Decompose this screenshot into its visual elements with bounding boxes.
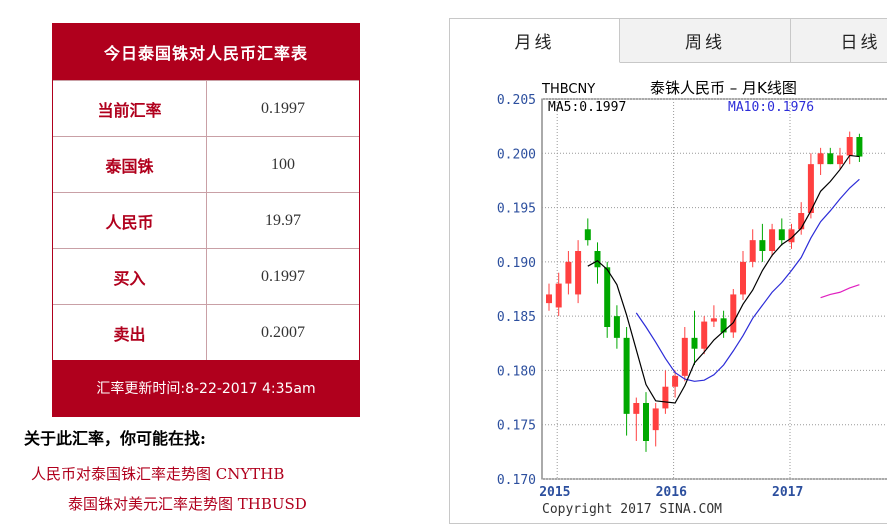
candle-body [759,240,766,251]
rate-row-value: 100 [271,155,295,173]
y-tick-label: 0.170 [497,473,536,488]
candle-body [565,261,572,284]
rate-row-cny: 人民币 19.97 [53,192,359,248]
candle-body [720,318,727,333]
candle-body [778,229,785,241]
rate-row-label: 人民币 [53,193,207,248]
candle-body [691,337,698,349]
candle-body [546,294,552,304]
related-link-thbusd[interactable]: 泰国铢对美元汇率走势图 THBUSD [68,495,307,513]
ma10-line [635,178,860,382]
rate-row-thb: 泰国铢 100 [53,136,359,192]
candle-body [681,337,688,376]
related-title: 关于此汇率，你可能在找: [24,429,206,448]
candle-body [856,137,863,157]
rate-update-time: 汇率更新时间:8-22-2017 4:35am [53,360,359,416]
candle-body [604,267,611,327]
y-tick-label: 0.180 [497,364,536,379]
y-tick-label: 0.195 [497,202,536,217]
candle-body [555,283,562,308]
chart-symbol: THBCNY [541,82,595,97]
rate-row-value: 0.1997 [261,267,305,285]
candle-body [710,318,717,322]
rate-row-label: 买入 [53,249,207,304]
ma5-line [587,154,860,404]
chart-title: 泰铢人民币 – 月K线图 [650,79,797,97]
period-tabs: 月线 周线 日线 [450,19,887,64]
candle-body [827,153,834,165]
ma20-line [820,284,860,299]
candle-body [730,294,737,333]
y-tick-label: 0.200 [497,147,536,162]
y-tick-label: 0.185 [497,310,536,325]
candle-body [749,240,756,262]
candle-body [769,229,776,251]
y-tick-label: 0.175 [497,419,536,434]
candle-body [740,261,746,295]
candle-body [643,403,649,441]
candle-body [672,375,679,387]
rate-table-title: 今日泰国铢对人民币汇率表 [53,24,359,80]
rate-row-buy: 买入 0.1997 [53,248,359,304]
related-link-cnythb[interactable]: 人民币对泰国铢汇率走势图 CNYTHB [31,465,285,483]
rate-row-label: 当前汇率 [53,81,207,136]
tab-monthly[interactable]: 月线 [450,19,620,63]
ma5-label: MA5:0.1997 [548,100,626,115]
candle-body [584,229,591,241]
y-tick-label: 0.205 [497,93,536,108]
candle-body [633,403,640,414]
candle-body [575,251,582,295]
chart-panel: 月线 周线 日线 0.205 0.200 0.195 0.190 0.185 0.180 0… [449,18,887,524]
rate-row-value: 19.97 [265,211,301,229]
rate-row-sell: 卖出 0.2007 [53,304,359,360]
candle-body [652,408,659,431]
rate-row-current: 当前汇率 0.1997 [53,80,359,136]
ma10-label: MA10:0.1976 [728,100,814,115]
candle-body [817,153,824,165]
rate-table: 今日泰国铢对人民币汇率表 当前汇率 0.1997 泰国铢 100 人民币 19.… [52,23,360,417]
candle-body [623,337,630,414]
candle-body [798,213,805,230]
plot-area [541,98,887,480]
candlestick-chart: 0.205 0.200 0.195 0.190 0.185 0.180 0.175 0.170… [497,79,887,517]
tab-weekly[interactable]: 周线 [620,19,791,63]
tab-daily[interactable]: 日线 [791,19,887,63]
rate-row-label: 卖出 [53,305,207,360]
rate-row-value: 0.1997 [261,99,305,117]
rate-row-label: 泰国铢 [53,137,207,192]
candle-body [788,229,795,243]
y-tick-label: 0.190 [497,256,536,271]
candle-body [846,137,853,156]
candle-body [701,321,708,349]
x-tick-label: 2015 [539,485,570,500]
candle-body [837,155,843,165]
candle-body [613,316,620,338]
rate-row-value: 0.2007 [261,323,305,341]
copyright: Copyright 2017 SINA.COM [542,502,722,517]
x-tick-label: 2017 [772,485,803,500]
candle-body [807,164,814,213]
x-tick-label: 2016 [656,485,687,500]
candle-body [594,251,601,268]
candle-body [662,386,669,409]
